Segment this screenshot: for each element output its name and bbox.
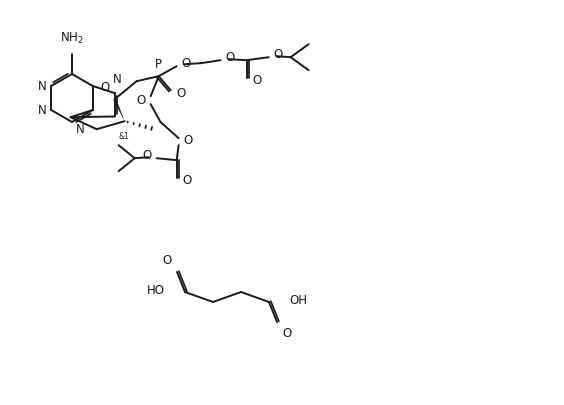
Text: O: O bbox=[142, 149, 152, 162]
Text: O: O bbox=[177, 87, 186, 100]
Text: P: P bbox=[155, 58, 162, 71]
Text: O: O bbox=[183, 174, 192, 187]
Text: O: O bbox=[182, 57, 191, 70]
Text: O: O bbox=[163, 254, 172, 267]
Text: OH: OH bbox=[289, 294, 307, 307]
Text: &1: &1 bbox=[118, 132, 129, 141]
Text: O: O bbox=[282, 327, 291, 340]
Text: NH$_2$: NH$_2$ bbox=[60, 31, 84, 46]
Text: O: O bbox=[184, 134, 193, 147]
Polygon shape bbox=[113, 98, 125, 121]
Text: N: N bbox=[37, 79, 46, 92]
Text: N: N bbox=[76, 123, 85, 136]
Text: O: O bbox=[274, 48, 283, 61]
Text: O: O bbox=[136, 94, 146, 107]
Text: HO: HO bbox=[147, 284, 165, 296]
Text: N: N bbox=[37, 104, 46, 117]
Text: N: N bbox=[113, 73, 121, 86]
Text: O: O bbox=[226, 51, 235, 64]
Text: O: O bbox=[253, 74, 262, 87]
Text: O: O bbox=[100, 81, 109, 94]
